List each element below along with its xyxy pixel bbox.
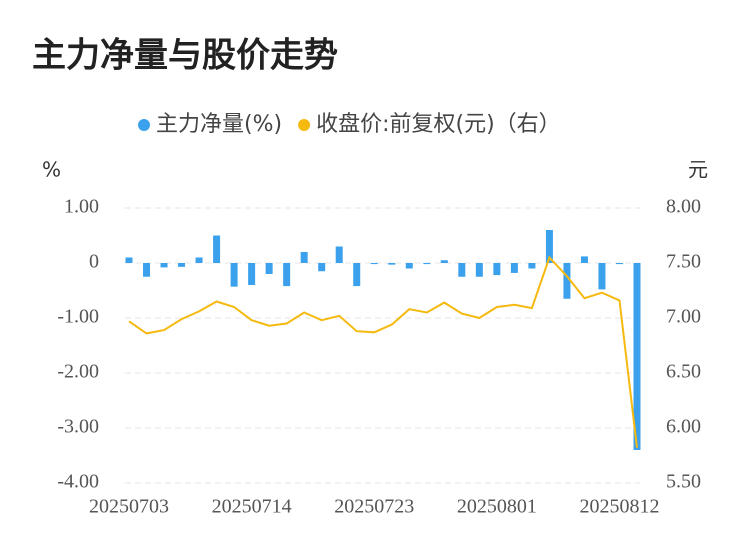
y-tick-label: -2.00 <box>57 361 99 383</box>
bar <box>265 263 273 274</box>
bar <box>440 260 448 263</box>
y2-tick-label: 6.00 <box>666 416 701 438</box>
bar <box>143 263 151 277</box>
bar <box>230 263 238 287</box>
bar <box>283 263 291 287</box>
y-tick-label: 1.00 <box>64 196 99 218</box>
bar <box>125 257 133 263</box>
y-tick-label: -3.00 <box>57 416 99 438</box>
bar <box>598 263 606 290</box>
y2-tick-label: 5.50 <box>666 471 701 493</box>
bar <box>545 230 553 263</box>
bar <box>300 252 308 263</box>
x-tick-label: 20250801 <box>457 496 537 518</box>
bar <box>248 263 256 285</box>
legend-marker <box>138 119 150 131</box>
bar <box>615 263 623 265</box>
bar <box>580 256 588 263</box>
bar <box>213 235 221 263</box>
bar <box>160 263 168 268</box>
y-unit: % <box>42 158 61 182</box>
bar <box>388 263 396 265</box>
bar <box>528 263 536 269</box>
bar <box>458 263 466 277</box>
bar <box>493 263 501 276</box>
price-line <box>128 255 638 448</box>
y2-tick-label: 7.00 <box>666 306 701 328</box>
x-tick-label: 20250714 <box>212 496 292 518</box>
legend-marker <box>298 119 311 131</box>
y2-tick-label: 6.50 <box>666 361 701 383</box>
bar <box>318 263 326 272</box>
bar <box>510 263 518 273</box>
bar <box>633 263 641 450</box>
bar <box>335 246 343 263</box>
y-tick-label: -4.00 <box>57 471 99 493</box>
bar <box>178 263 186 267</box>
legend-label: 主力净量(%) <box>156 112 282 137</box>
bar <box>423 263 431 265</box>
legend-label: 收盘价:前复权(元)（右） <box>316 112 561 137</box>
bar <box>405 263 413 269</box>
chart-title: 主力净量与股价走势 <box>32 36 338 76</box>
y-tick-label: -1.00 <box>57 306 99 328</box>
bar <box>353 263 361 287</box>
x-tick-label: 20250703 <box>89 496 169 518</box>
bar <box>195 257 203 263</box>
y-tick-label: 0 <box>89 251 99 273</box>
bar <box>475 263 483 277</box>
y2-tick-label: 7.50 <box>666 251 701 273</box>
y2-tick-label: 8.00 <box>666 196 701 218</box>
x-tick-label: 20250723 <box>334 496 414 518</box>
bar <box>563 263 571 299</box>
bar <box>370 263 378 265</box>
y2-unit: 元 <box>688 158 708 182</box>
x-tick-label: 20250812 <box>579 496 659 518</box>
